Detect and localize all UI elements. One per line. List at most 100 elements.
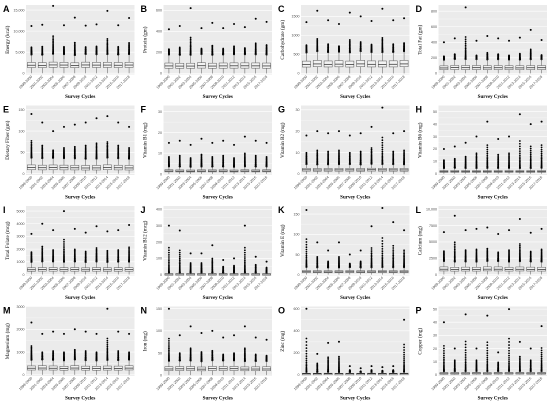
outlier-point-max: [167, 224, 170, 227]
x-axis-title: Survey Cycles: [203, 397, 233, 402]
outlier-point-max: [359, 249, 362, 252]
outlier-point: [63, 147, 65, 149]
outlier-point: [95, 143, 98, 146]
outlier-point: [106, 141, 109, 143]
outlier-point: [453, 248, 456, 251]
box: [345, 60, 355, 68]
outlier-point-max: [486, 314, 489, 317]
outlier-point: [305, 355, 308, 358]
outlier-point: [540, 144, 543, 146]
outlier-point: [540, 152, 543, 155]
outlier-point: [348, 39, 351, 41]
outlier-point: [475, 248, 478, 251]
outlier-point-max: [243, 26, 246, 29]
y-tick-label: 10: [296, 151, 300, 155]
outlier-point: [464, 49, 467, 52]
outlier-point-max: [316, 9, 319, 12]
outlier-point: [443, 347, 445, 350]
outlier-point: [486, 347, 489, 349]
outlier-point: [41, 145, 44, 148]
outlier-point: [518, 152, 521, 155]
outlier-point: [200, 262, 203, 264]
y-axis-label: Vitamin B6 (mg): [417, 122, 424, 158]
outlier-point-max: [348, 253, 351, 256]
outlier-point: [63, 251, 65, 254]
outlier-point: [486, 360, 489, 363]
outlier-point-max: [508, 308, 511, 311]
outlier-point: [475, 54, 478, 57]
outlier-point: [106, 41, 109, 43]
outlier-point: [178, 257, 181, 260]
y-tick-label: 0: [435, 373, 437, 377]
box: [164, 273, 174, 276]
outlier-point: [464, 349, 467, 351]
y-tick-label: 100: [19, 129, 25, 133]
outlier-point: [84, 144, 87, 147]
outlier-point: [464, 155, 467, 158]
outlier-point-max: [211, 21, 214, 24]
y-tick-label: 2000: [17, 328, 25, 332]
y-axis-label: Total Fat (gm): [417, 25, 424, 55]
outlier-point: [316, 256, 319, 258]
y-tick-label: 10,000: [426, 208, 437, 212]
outlier-point: [168, 337, 170, 340]
outlier-point: [338, 150, 340, 153]
outlier-point-max: [370, 125, 373, 128]
panel-letter: G: [278, 105, 285, 115]
outlier-point-max: [486, 120, 489, 123]
outlier-point-max: [222, 27, 225, 30]
outlier-point-max: [518, 218, 521, 221]
outlier-point: [403, 353, 405, 356]
y-tick-label: 7500: [429, 224, 437, 228]
outlier-point: [392, 151, 395, 154]
outlier-point: [305, 250, 308, 253]
outlier-point-max: [222, 258, 225, 261]
outlier-point: [497, 153, 500, 156]
outlier-point-max: [178, 229, 181, 232]
outlier-point: [403, 42, 405, 44]
outlier-point: [370, 254, 373, 257]
outlier-point: [106, 339, 109, 342]
outlier-point: [540, 248, 543, 251]
outlier-point: [453, 245, 456, 248]
outlier-point: [316, 39, 319, 42]
outlier-point-max: [178, 139, 181, 142]
outlier-point: [233, 264, 235, 267]
x-axis-title: Survey Cycles: [478, 296, 508, 301]
outlier-point: [464, 356, 467, 359]
outlier-point: [443, 349, 445, 352]
outlier-point: [486, 160, 489, 163]
outlier-point: [243, 152, 246, 155]
x-axis-title: Survey Cycles: [340, 397, 370, 402]
outlier-point-max: [189, 252, 192, 255]
outlier-point: [211, 260, 214, 263]
panel-letter: I: [3, 205, 6, 215]
outlier-point-max: [95, 332, 98, 335]
outlier-point-max: [381, 106, 384, 109]
outlier-point: [403, 358, 405, 360]
outlier-point: [540, 353, 543, 356]
outlier-point-max: [508, 229, 511, 232]
outlier-point: [52, 249, 55, 251]
outlier-point: [486, 344, 489, 347]
y-tick-label: 40: [433, 122, 437, 126]
outlier-point-max: [316, 130, 319, 133]
x-axis-title: Survey Cycles: [65, 397, 95, 402]
plot-background: [26, 206, 135, 276]
outlier-point: [370, 150, 373, 153]
y-tick-label: 0: [160, 273, 162, 277]
panel-letter: K: [278, 205, 285, 215]
outlier-point-max: [497, 138, 500, 141]
outlier-point: [63, 243, 65, 245]
outlier-point: [243, 256, 246, 258]
outlier-point: [529, 147, 532, 150]
outlier-point-max: [464, 229, 467, 232]
outlier-point: [117, 145, 120, 148]
outlier-point: [189, 38, 192, 41]
outlier-point-max: [305, 209, 308, 212]
outlier-point: [486, 157, 489, 160]
outlier-point: [52, 37, 55, 39]
y-tick-label: 50: [158, 351, 162, 355]
outlier-point: [529, 48, 532, 51]
